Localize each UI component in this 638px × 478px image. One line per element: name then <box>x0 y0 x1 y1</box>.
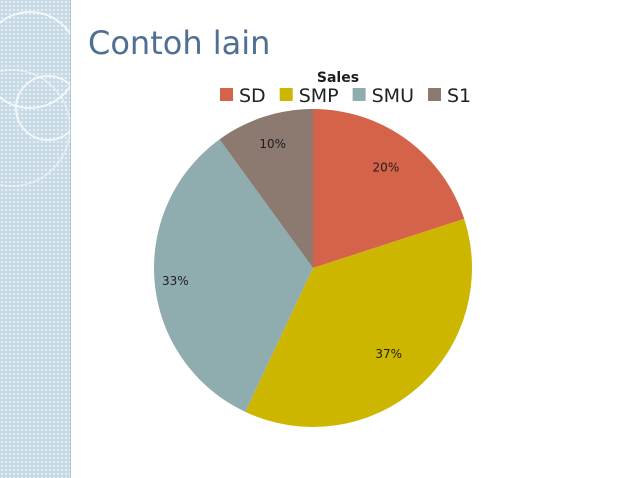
pie-slice-s1 <box>219 109 313 268</box>
legend-label-s1: S1 <box>447 85 471 107</box>
chart-title: Sales <box>317 70 359 86</box>
side-decoration-panel <box>0 0 71 478</box>
legend-swatch-s1 <box>428 88 441 101</box>
chart-legend: SD SMP SMU S1 <box>220 85 471 107</box>
legend-swatch-smp <box>279 88 293 101</box>
legend-label-sd: SD <box>239 85 266 107</box>
pie-slice-smu <box>153 139 313 412</box>
pie-slice-sd <box>313 109 465 268</box>
data-label-s1: 10% <box>259 137 286 151</box>
data-label-sd: 20% <box>373 161 400 175</box>
data-label-smu: 33% <box>162 274 189 288</box>
legend-swatch-sd <box>220 88 233 101</box>
pie-data-labels: 20% 37% 33% 10% <box>162 137 402 361</box>
slide-title: Contoh lain <box>88 24 271 62</box>
decorative-circles-icon <box>0 11 70 187</box>
legend-label-smu: SMU <box>372 85 414 107</box>
legend-swatch-smu <box>352 88 366 101</box>
data-label-smp: 37% <box>375 347 402 361</box>
pie-slice-smp <box>245 218 472 427</box>
pie-slices <box>153 109 472 427</box>
legend-label-smp: SMP <box>299 85 339 107</box>
